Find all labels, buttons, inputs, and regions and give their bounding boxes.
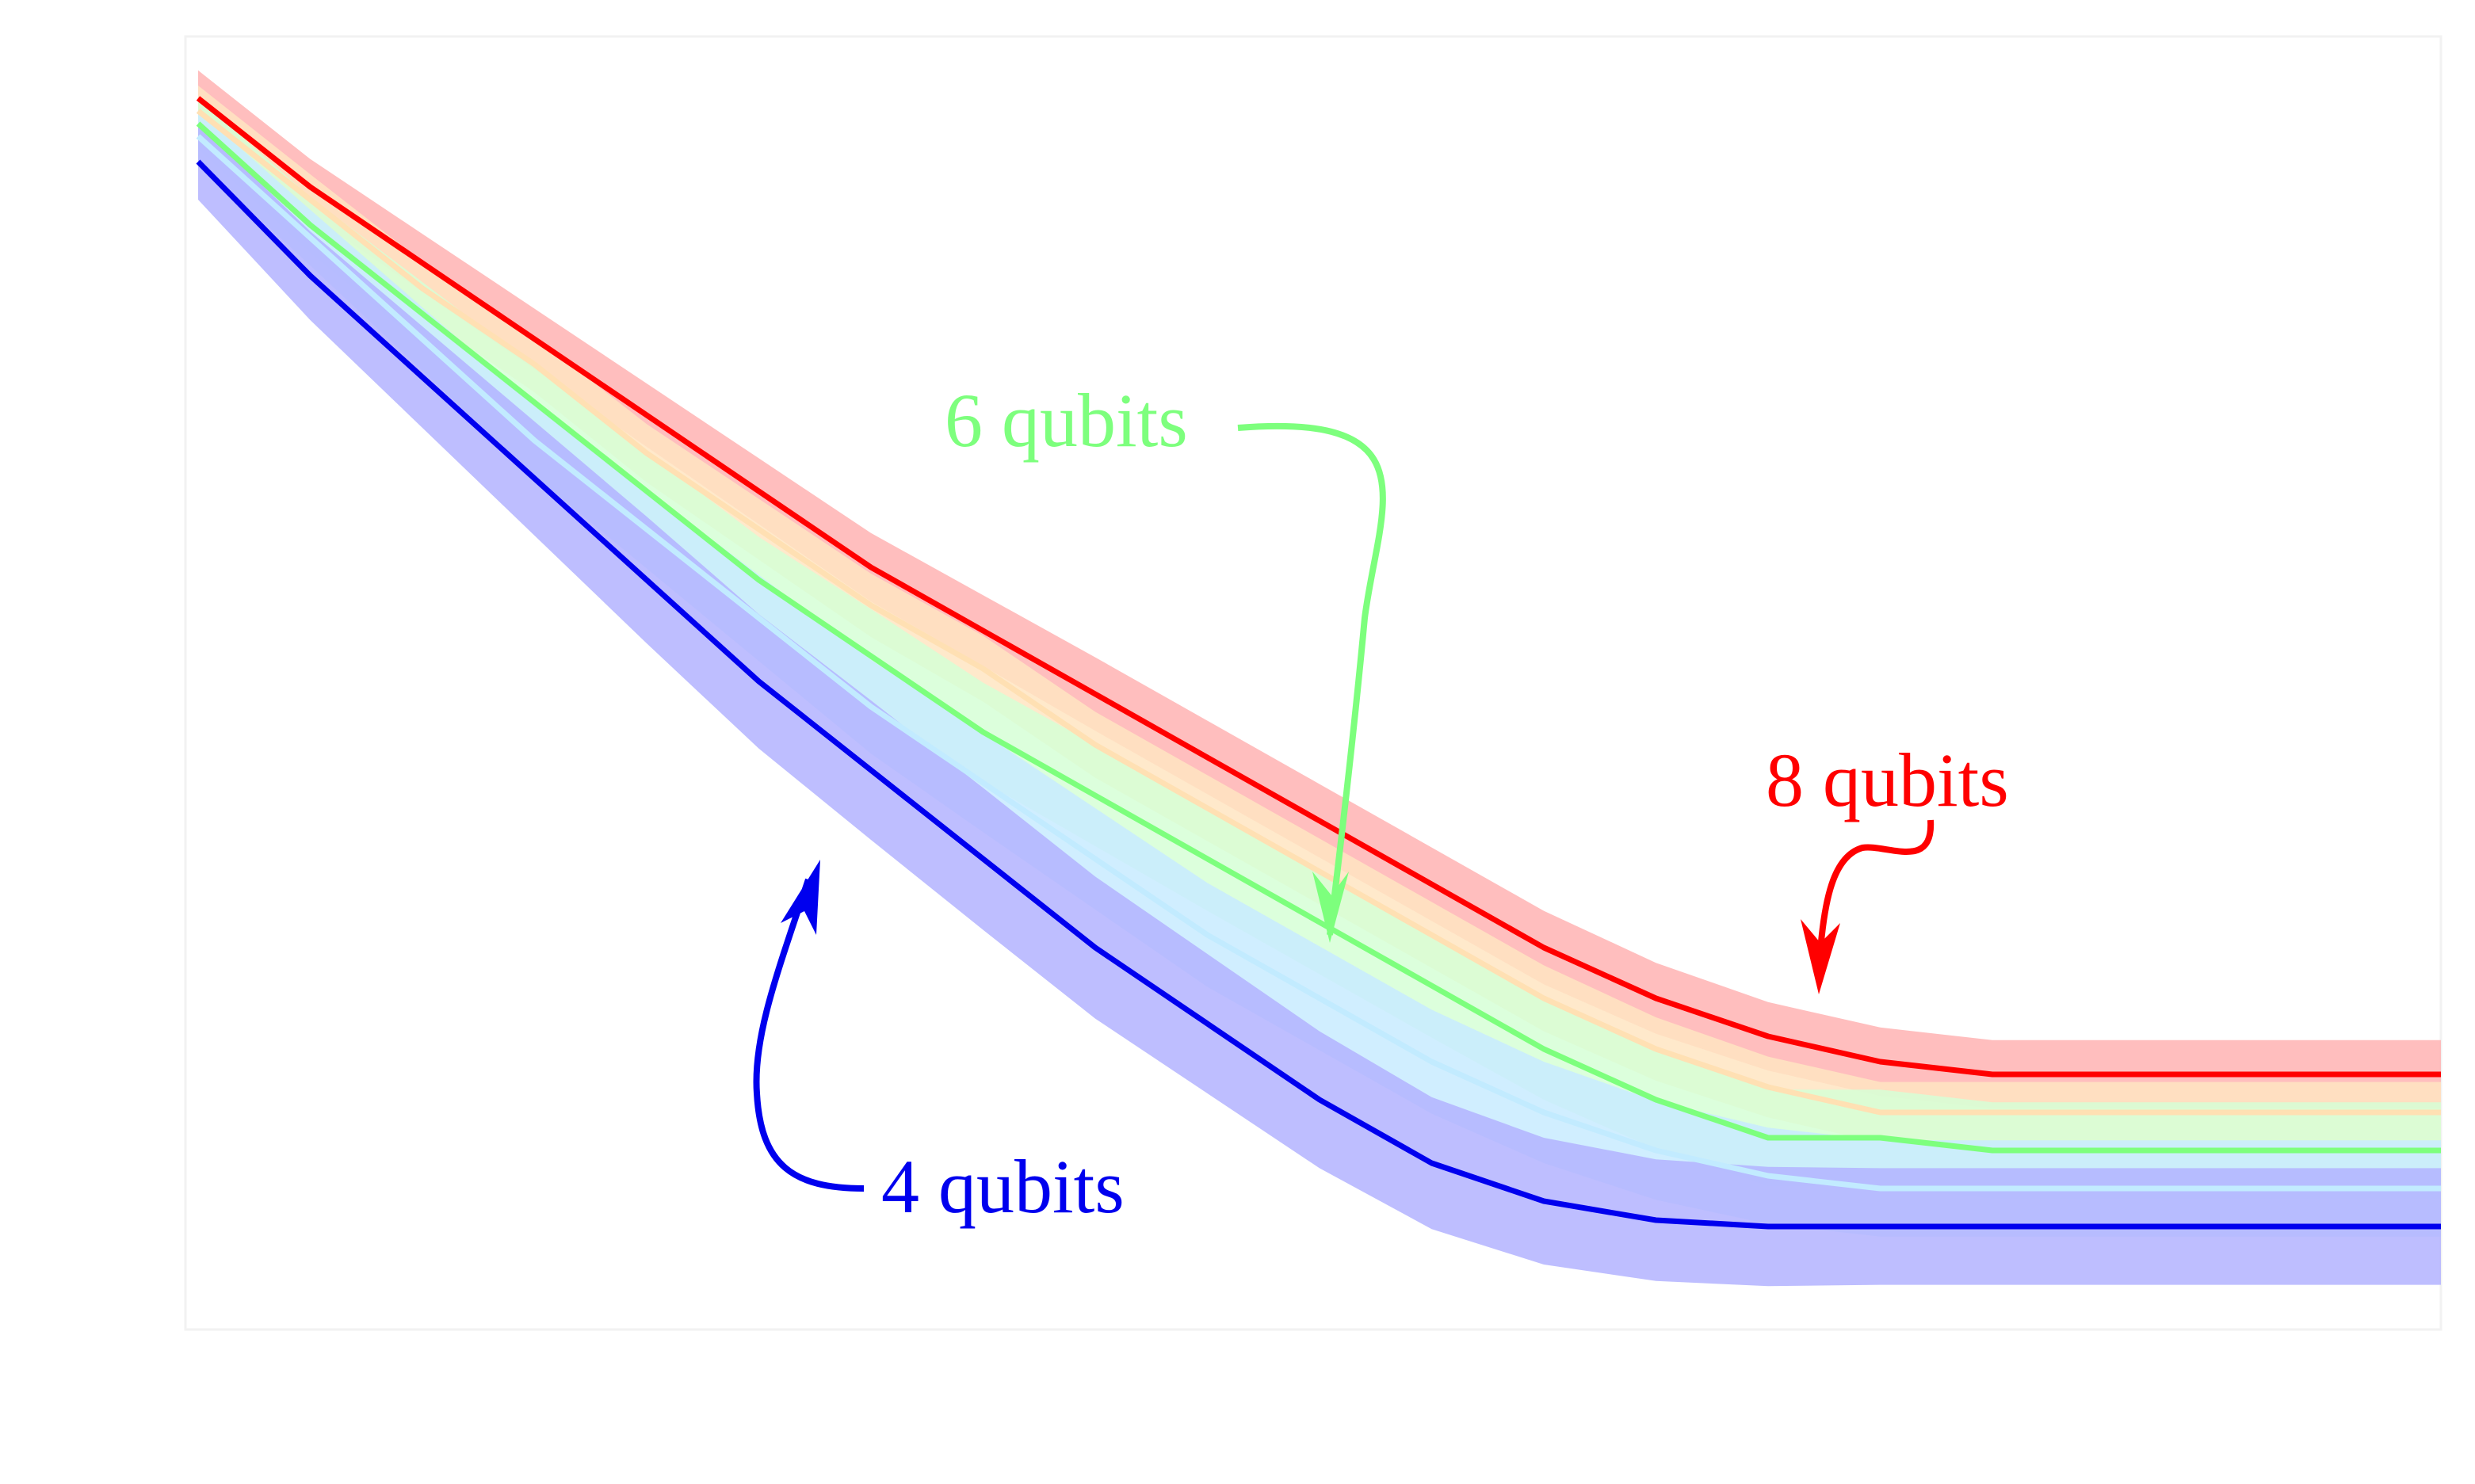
line-7-qubits bbox=[196, 109, 2441, 1116]
annotation-arrowhead-6-qubits bbox=[1312, 872, 1349, 943]
annotation-arrowhead-4-qubits bbox=[781, 860, 820, 935]
annotation-arrow-8-qubits bbox=[1816, 819, 1935, 975]
annotation-arrow-6-qubits bbox=[1237, 422, 1386, 936]
line-6-qubits bbox=[196, 121, 2441, 1154]
annotation-arrow-4-qubits bbox=[753, 878, 865, 1192]
series-lines bbox=[196, 96, 2441, 1230]
annotation-arrowhead-8-qubits bbox=[1801, 919, 1840, 994]
annotation-4-qubits: 4 qubits bbox=[753, 860, 1125, 1229]
plot-frame bbox=[184, 35, 2443, 1331]
series-label-8-qubits: 8 qubits bbox=[1766, 738, 2009, 822]
series-label-6-qubits: 6 qubits bbox=[945, 378, 1188, 463]
line-8-qubits bbox=[196, 96, 2441, 1078]
annotation-8-qubits: 8 qubits bbox=[1766, 738, 2009, 994]
band-4-qubits bbox=[198, 124, 2441, 1287]
band-5-qubits bbox=[198, 111, 2441, 1237]
annotation-6-qubits: 6 qubits bbox=[945, 378, 1386, 943]
series-label-4-qubits: 4 qubits bbox=[881, 1144, 1125, 1229]
confidence-bands bbox=[198, 70, 2441, 1287]
line-5-qubits bbox=[196, 134, 2441, 1192]
line-4-qubits bbox=[196, 159, 2441, 1230]
